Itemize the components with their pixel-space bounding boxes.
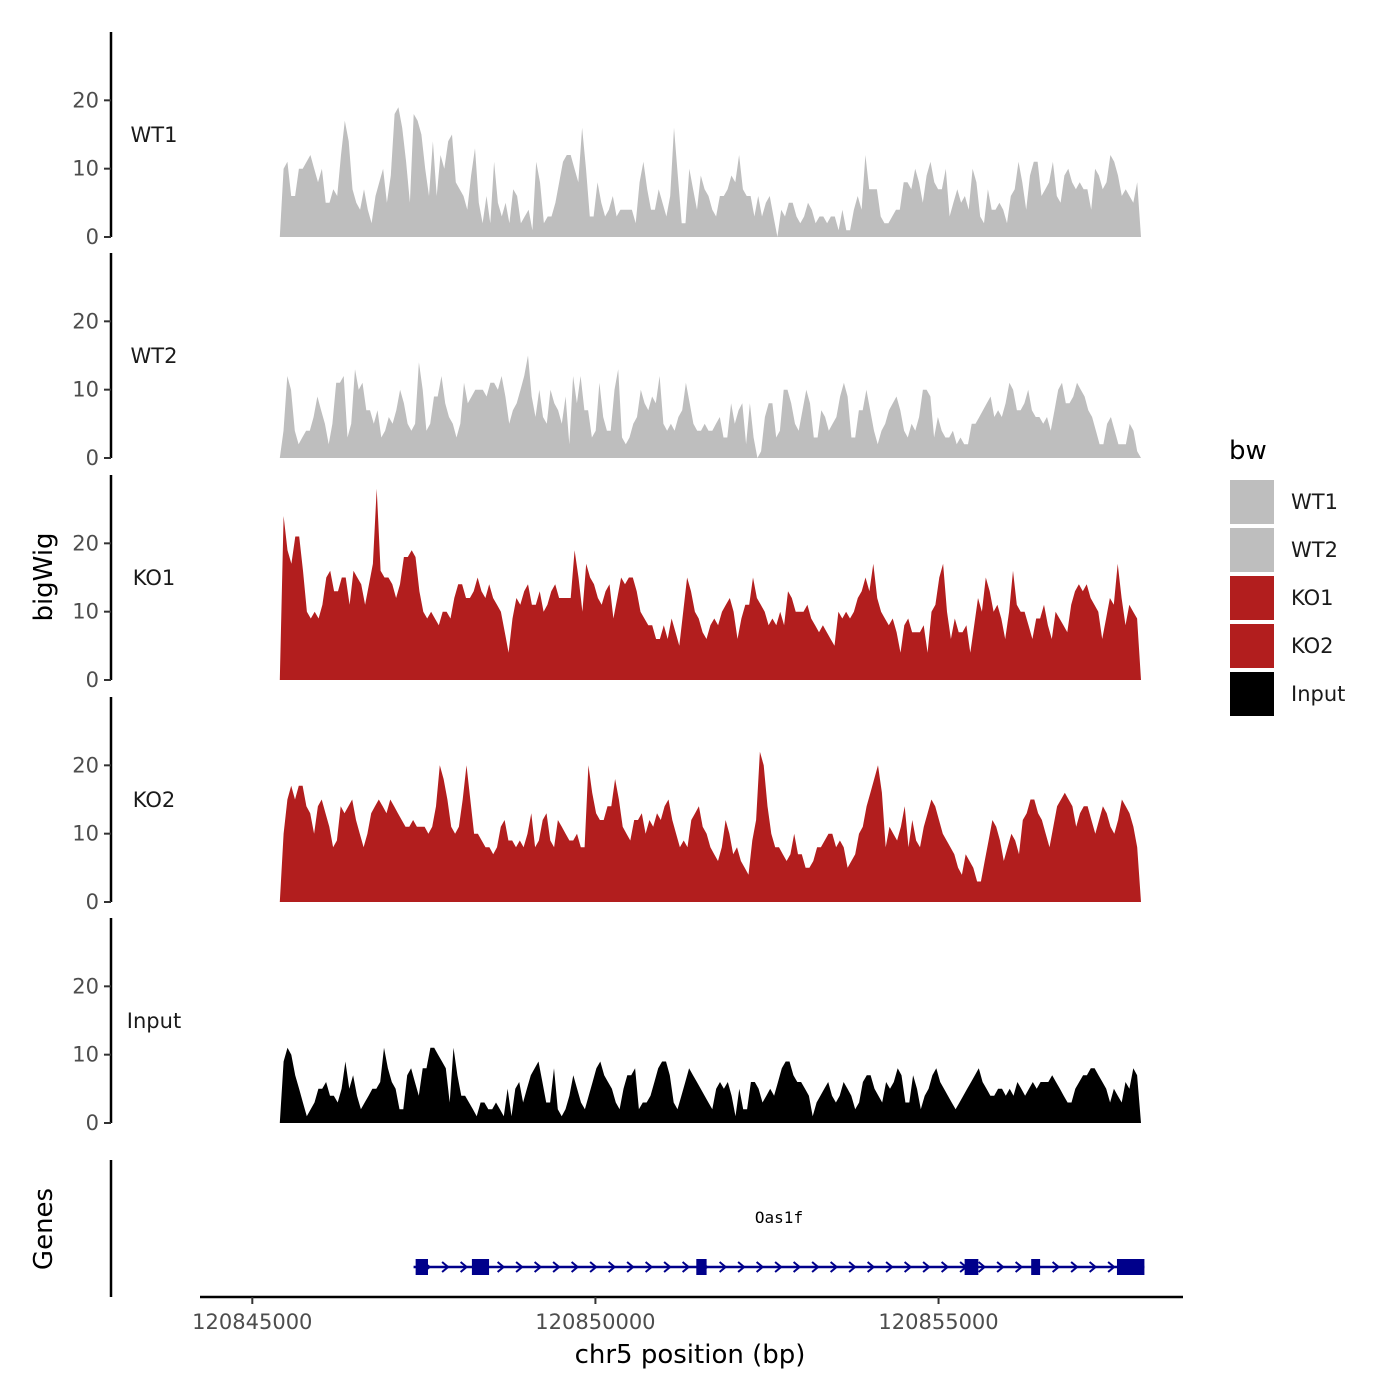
y-tick-label: 10 — [72, 600, 99, 624]
y-axis-title: bigWig — [29, 532, 59, 621]
y-tick-label: 0 — [86, 1111, 99, 1135]
gene-label: Oas1f — [755, 1208, 803, 1227]
y-tick-label: 0 — [86, 225, 99, 249]
strand-arrow — [718, 1261, 728, 1273]
legend-swatch-wt2 — [1230, 528, 1274, 572]
exon — [696, 1259, 707, 1275]
y-tick-label: 10 — [72, 822, 99, 846]
track-label-ko1: KO1 — [133, 566, 176, 590]
y-tick-label: 10 — [72, 378, 99, 402]
legend-label-wt1: WT1 — [1291, 490, 1338, 514]
strand-arrow — [515, 1261, 524, 1273]
legend-label-ko1: KO1 — [1291, 586, 1334, 610]
track-label-input: Input — [127, 1009, 181, 1033]
strand-arrow — [1088, 1261, 1098, 1273]
track-panels: 0 10 20 WT1 0 10 20 WT2 0 10 20 KO1 0 10 20 KO2 0 10 20 Inp… — [72, 32, 1141, 1135]
strand-arrow — [737, 1261, 746, 1273]
y-tick-label: 10 — [72, 1043, 99, 1067]
x-axis-title: chr5 position (bp) — [575, 1340, 806, 1370]
y-tick-label: 20 — [72, 88, 99, 112]
strand-arrow — [1051, 1261, 1061, 1273]
strand-arrow — [922, 1261, 931, 1273]
legend-swatch-input — [1230, 672, 1274, 716]
strand-arrow — [848, 1261, 857, 1273]
area-input — [279, 1047, 1141, 1123]
track-ko1: 0 10 20 KO1 — [72, 475, 1141, 692]
exon — [964, 1259, 979, 1275]
y-tick-label: 10 — [72, 157, 99, 181]
legend-label-wt2: WT2 — [1291, 538, 1338, 562]
strand-arrow — [644, 1261, 654, 1273]
strand-arrow — [811, 1261, 820, 1273]
exon — [1116, 1259, 1145, 1275]
area-ko1 — [279, 488, 1141, 680]
track-label-wt1: WT1 — [131, 123, 178, 147]
legend-swatch-ko2 — [1230, 624, 1274, 668]
strand-arrow — [607, 1261, 617, 1273]
area-wt2 — [279, 355, 1141, 458]
y-tick-label: 20 — [72, 974, 99, 998]
track-wt2: 0 10 20 WT2 — [72, 253, 1141, 470]
strand-arrow — [496, 1261, 506, 1273]
legend-swatch-ko1 — [1230, 576, 1274, 620]
track-ko2: 0 10 20 KO2 — [72, 697, 1141, 914]
y-tick-label: 20 — [72, 753, 99, 777]
strand-arrow — [681, 1261, 691, 1273]
track-input: 0 10 20 Input — [72, 918, 1141, 1135]
strand-arrow — [774, 1261, 783, 1273]
track-wt1: 0 10 20 WT1 — [72, 32, 1141, 249]
y-tick-label: 20 — [72, 309, 99, 333]
strand-arrow — [755, 1261, 765, 1273]
exon — [471, 1259, 490, 1275]
x-tick-label: 120845000 — [192, 1310, 312, 1334]
exon — [1031, 1259, 1041, 1275]
strand-arrow — [1070, 1261, 1079, 1273]
strand-arrow — [441, 1261, 450, 1273]
legend-label-ko2: KO2 — [1291, 634, 1334, 658]
gene-track-title: Genes — [29, 1188, 59, 1270]
exon — [415, 1259, 428, 1275]
strand-arrow — [1014, 1261, 1024, 1273]
strand-arrow — [626, 1261, 635, 1273]
strand-arrow — [885, 1261, 894, 1273]
x-tick-label: 120850000 — [535, 1310, 655, 1334]
strand-arrow — [459, 1261, 469, 1273]
strand-arrow — [552, 1261, 561, 1273]
legend-label-input: Input — [1291, 682, 1345, 706]
legend-swatch-wt1 — [1230, 480, 1274, 524]
strand-arrow — [829, 1261, 839, 1273]
legend-title: bw — [1229, 436, 1267, 466]
strand-arrow — [940, 1261, 950, 1273]
y-tick-label: 0 — [86, 890, 99, 914]
strand-arrow — [903, 1261, 913, 1273]
strand-arrow — [589, 1261, 598, 1273]
area-ko2 — [279, 751, 1141, 902]
strand-arrow — [533, 1261, 543, 1273]
strand-arrow — [996, 1261, 1005, 1273]
area-wt1 — [279, 107, 1141, 237]
strand-arrow — [866, 1261, 876, 1273]
gene-track-panel: Genes Oas1f — [29, 1160, 1145, 1297]
y-tick-label: 0 — [86, 668, 99, 692]
y-tick-label: 0 — [86, 446, 99, 470]
track-label-wt2: WT2 — [131, 344, 178, 368]
strand-arrow — [570, 1261, 580, 1273]
x-tick-label: 120855000 — [878, 1310, 998, 1334]
strand-arrow — [977, 1261, 987, 1273]
track-label-ko2: KO2 — [133, 788, 176, 812]
strand-arrow — [792, 1261, 802, 1273]
strand-arrow — [663, 1261, 672, 1273]
strand-arrow — [1107, 1261, 1116, 1273]
y-tick-label: 20 — [72, 531, 99, 555]
legend: bw WT1 WT2 KO1 KO2 Input — [1229, 436, 1345, 716]
x-axis: 120845000 120850000 120855000 — [192, 1295, 1183, 1334]
